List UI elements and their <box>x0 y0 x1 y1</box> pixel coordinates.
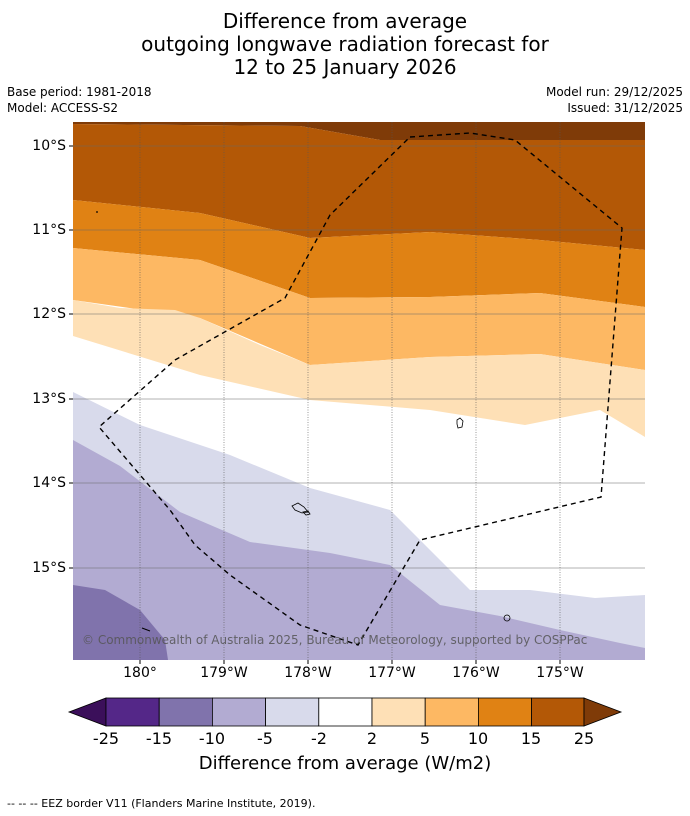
title-line-2: outgoing longwave radiation forecast for <box>141 32 549 56</box>
lon-label: 175°W <box>536 665 584 681</box>
band-5-10 <box>73 248 645 370</box>
band-neg15-neg10 <box>73 585 168 660</box>
colorbar-tick: -15 <box>145 729 173 748</box>
title-line-1: Difference from average <box>222 9 468 33</box>
colorbar-tick: -2 <box>311 729 327 748</box>
colorbar-tick: 5 <box>419 729 431 748</box>
lat-label: 15°S <box>32 560 66 576</box>
colorbar-tick: 15 <box>520 729 542 748</box>
island-futuna <box>291 502 309 514</box>
colorbar-label: Difference from average (W/m2) <box>198 753 492 774</box>
colorbar-segment-1 <box>105 697 160 727</box>
band-10-15 <box>73 200 645 307</box>
island-south <box>503 614 511 622</box>
colorbar-min-arrow <box>67 697 107 727</box>
colorbar-max-arrow <box>583 697 623 727</box>
lat-label: 11°S <box>32 222 66 238</box>
band-2-5 <box>73 300 645 437</box>
anomaly-field <box>73 122 645 660</box>
island-alofi <box>302 510 311 516</box>
island-wallis <box>456 417 464 429</box>
colorbar-segment-7 <box>424 697 479 727</box>
model-name: Model: ACCESS-S2 <box>7 101 119 115</box>
latitude-lines <box>73 145 645 569</box>
colorbar-tick: -10 <box>198 729 226 748</box>
lat-label: 14°S <box>32 475 66 491</box>
band-gt-25 <box>73 122 645 140</box>
lon-label: 180° <box>123 665 157 681</box>
island-north-west <box>96 211 98 213</box>
colorbar-segment-9 <box>531 697 585 727</box>
colorbar-tick: -25 <box>92 729 120 748</box>
colorbar <box>67 697 623 727</box>
colorbar-tick: 10 <box>467 729 489 748</box>
lat-label: 10°S <box>32 138 66 154</box>
model-run: Model run: 29/12/2025 <box>545 85 683 99</box>
colorbar-tick: 25 <box>573 729 595 748</box>
band-neg10-neg5 <box>73 440 645 660</box>
axis-ticks <box>69 145 561 664</box>
lon-label: 179°W <box>200 665 248 681</box>
title-line-3: 12 to 25 January 2026 <box>233 55 457 79</box>
colorbar-segment-5 <box>318 697 373 727</box>
lat-label: 13°S <box>32 391 66 407</box>
eez-footnote: -- -- -- EEZ border V11 (Flanders Marine… <box>7 797 316 810</box>
lon-label: 178°W <box>284 665 332 681</box>
colorbar-segment-2 <box>158 697 213 727</box>
eez-border <box>98 132 623 646</box>
colorbar-segment-3 <box>211 697 266 727</box>
base-period: Base period: 1981-2018 <box>7 85 152 99</box>
lon-label: 176°W <box>452 665 500 681</box>
colorbar-tick: -5 <box>257 729 273 748</box>
lon-label: 177°W <box>368 665 416 681</box>
colorbar-segment-6 <box>371 697 426 727</box>
colorbar-segment-8 <box>477 697 532 727</box>
colorbar-tick: 2 <box>366 729 378 748</box>
colorbar-segment-4 <box>265 697 320 727</box>
issued-date: Issued: 31/12/2025 <box>567 101 683 115</box>
copyright-notice: © Commonwealth of Australia 2025, Bureau… <box>82 633 588 647</box>
lat-label: 12°S <box>32 306 66 322</box>
island-south-west <box>141 627 151 632</box>
